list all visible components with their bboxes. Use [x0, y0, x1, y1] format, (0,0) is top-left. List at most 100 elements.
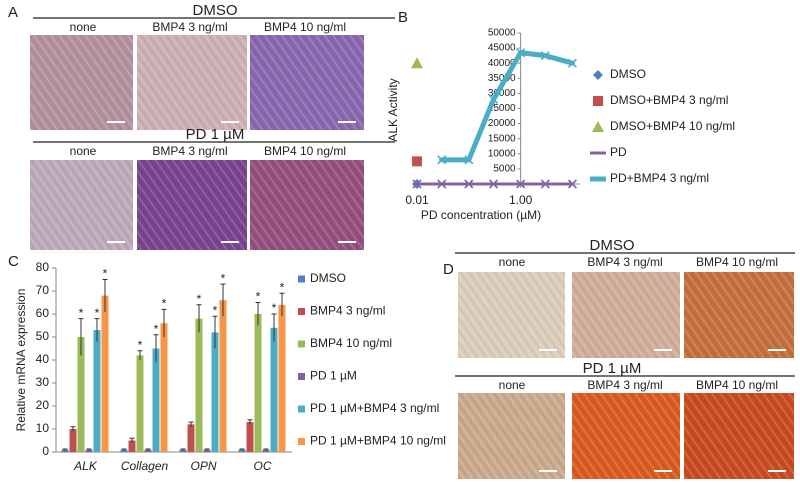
bar [120, 449, 128, 452]
y-tick-label: 40000 [488, 58, 516, 69]
marker [593, 96, 603, 106]
legend-swatch [298, 308, 305, 315]
image-caption: BMP4 10 ng/ml [696, 255, 778, 269]
bar [85, 449, 93, 452]
error-bar [279, 292, 285, 317]
marker [516, 179, 526, 189]
y-tick-label: 25000 [488, 103, 516, 114]
y-tick-label: 30000 [488, 88, 516, 99]
error-bar [239, 448, 245, 451]
legend-swatch [298, 373, 305, 380]
error-bar [129, 437, 135, 443]
bar [270, 327, 278, 452]
marker [411, 57, 424, 69]
y-tick-label: 0 [42, 444, 49, 458]
marker [464, 155, 474, 165]
legend-label: PD 1 µM [310, 369, 357, 383]
panel-letter: B [398, 9, 408, 26]
legend-label: BMP4 10 ng/ml [310, 336, 392, 350]
micrograph-texture [572, 272, 680, 358]
y-tick-label: 50000 [488, 28, 516, 39]
image-caption: none [70, 144, 97, 158]
error-bar [255, 302, 261, 326]
error-bar [86, 448, 92, 451]
error-bar [271, 313, 277, 342]
y-axis-label: ALK Activity [386, 78, 400, 141]
x-tick-label: 1.00 [509, 193, 533, 207]
error-bar [180, 448, 186, 451]
bar [203, 449, 211, 452]
panel-letter: D [443, 261, 454, 278]
image-caption: BMP4 3 ng/ml [152, 144, 227, 158]
marker [488, 94, 499, 105]
y-tick-label: 70 [36, 283, 50, 297]
marker [437, 179, 447, 189]
bar [254, 314, 262, 452]
marker [488, 179, 499, 189]
micrograph-texture [572, 393, 680, 479]
error-bar [247, 419, 253, 425]
x-tick-label: OC [254, 459, 272, 473]
y-tick-label: 10000 [488, 148, 516, 159]
x-tick-label: OPN [190, 459, 216, 473]
marker [540, 51, 550, 61]
marker [593, 70, 603, 80]
significance: * [280, 280, 285, 294]
image-caption: BMP4 3 ng/ml [587, 378, 662, 392]
legend-label: DMSO+BMP4 10 ng/ml [610, 119, 735, 133]
bar [187, 424, 195, 452]
marker [412, 156, 423, 167]
bar [179, 449, 187, 452]
bar [77, 337, 85, 452]
error-bar [94, 318, 100, 342]
micrograph-texture [250, 160, 364, 250]
legend-label: PD 1 µM+BMP4 10 ng/ml [310, 434, 446, 448]
micrograph-texture [137, 35, 247, 130]
y-tick-label: 30 [36, 375, 50, 389]
bar [160, 323, 168, 452]
marker [540, 179, 550, 189]
bar [238, 449, 246, 452]
bar [195, 318, 203, 452]
significance: * [162, 297, 167, 311]
error-bar [220, 283, 226, 317]
marker [464, 179, 474, 189]
image-caption: none [499, 255, 526, 269]
marker [437, 155, 447, 165]
y-tick-label: 5000 [493, 164, 516, 175]
bar [246, 422, 254, 452]
micrograph-texture [458, 393, 565, 479]
y-tick-label: 60 [36, 306, 50, 320]
x-axis-label: PD concentration (µM) [421, 208, 541, 222]
error-bar [196, 304, 202, 333]
micrograph-texture [250, 35, 364, 130]
error-bar [212, 315, 218, 349]
bar [144, 449, 152, 452]
legend-label: DMSO+BMP4 3 ng/ml [610, 93, 728, 107]
micrograph-texture [30, 160, 133, 250]
y-tick-label: 40 [36, 352, 50, 366]
panel-letter: C [8, 253, 19, 270]
group-label: PD 1 µM [186, 126, 245, 143]
significance: * [197, 292, 202, 306]
image-caption: BMP4 3 ng/ml [587, 255, 662, 269]
group-label: DMSO [590, 237, 635, 254]
significance: * [103, 267, 108, 281]
panel-letter: A [8, 4, 18, 21]
group-label: PD 1 µM [583, 360, 642, 377]
image-caption: none [499, 378, 526, 392]
y-tick-label: 10 [36, 421, 50, 435]
image-caption: BMP4 10 ng/ml [696, 378, 778, 392]
error-bar [78, 318, 84, 356]
y-tick-label: 80 [36, 260, 50, 274]
marker [412, 179, 422, 189]
error-bar [263, 448, 269, 451]
error-bar [102, 279, 108, 312]
bar [69, 429, 77, 452]
bar [61, 449, 69, 452]
significance: * [272, 301, 277, 315]
bar [219, 300, 227, 452]
micrograph-texture [684, 272, 794, 358]
y-tick-label: 15000 [488, 133, 516, 144]
